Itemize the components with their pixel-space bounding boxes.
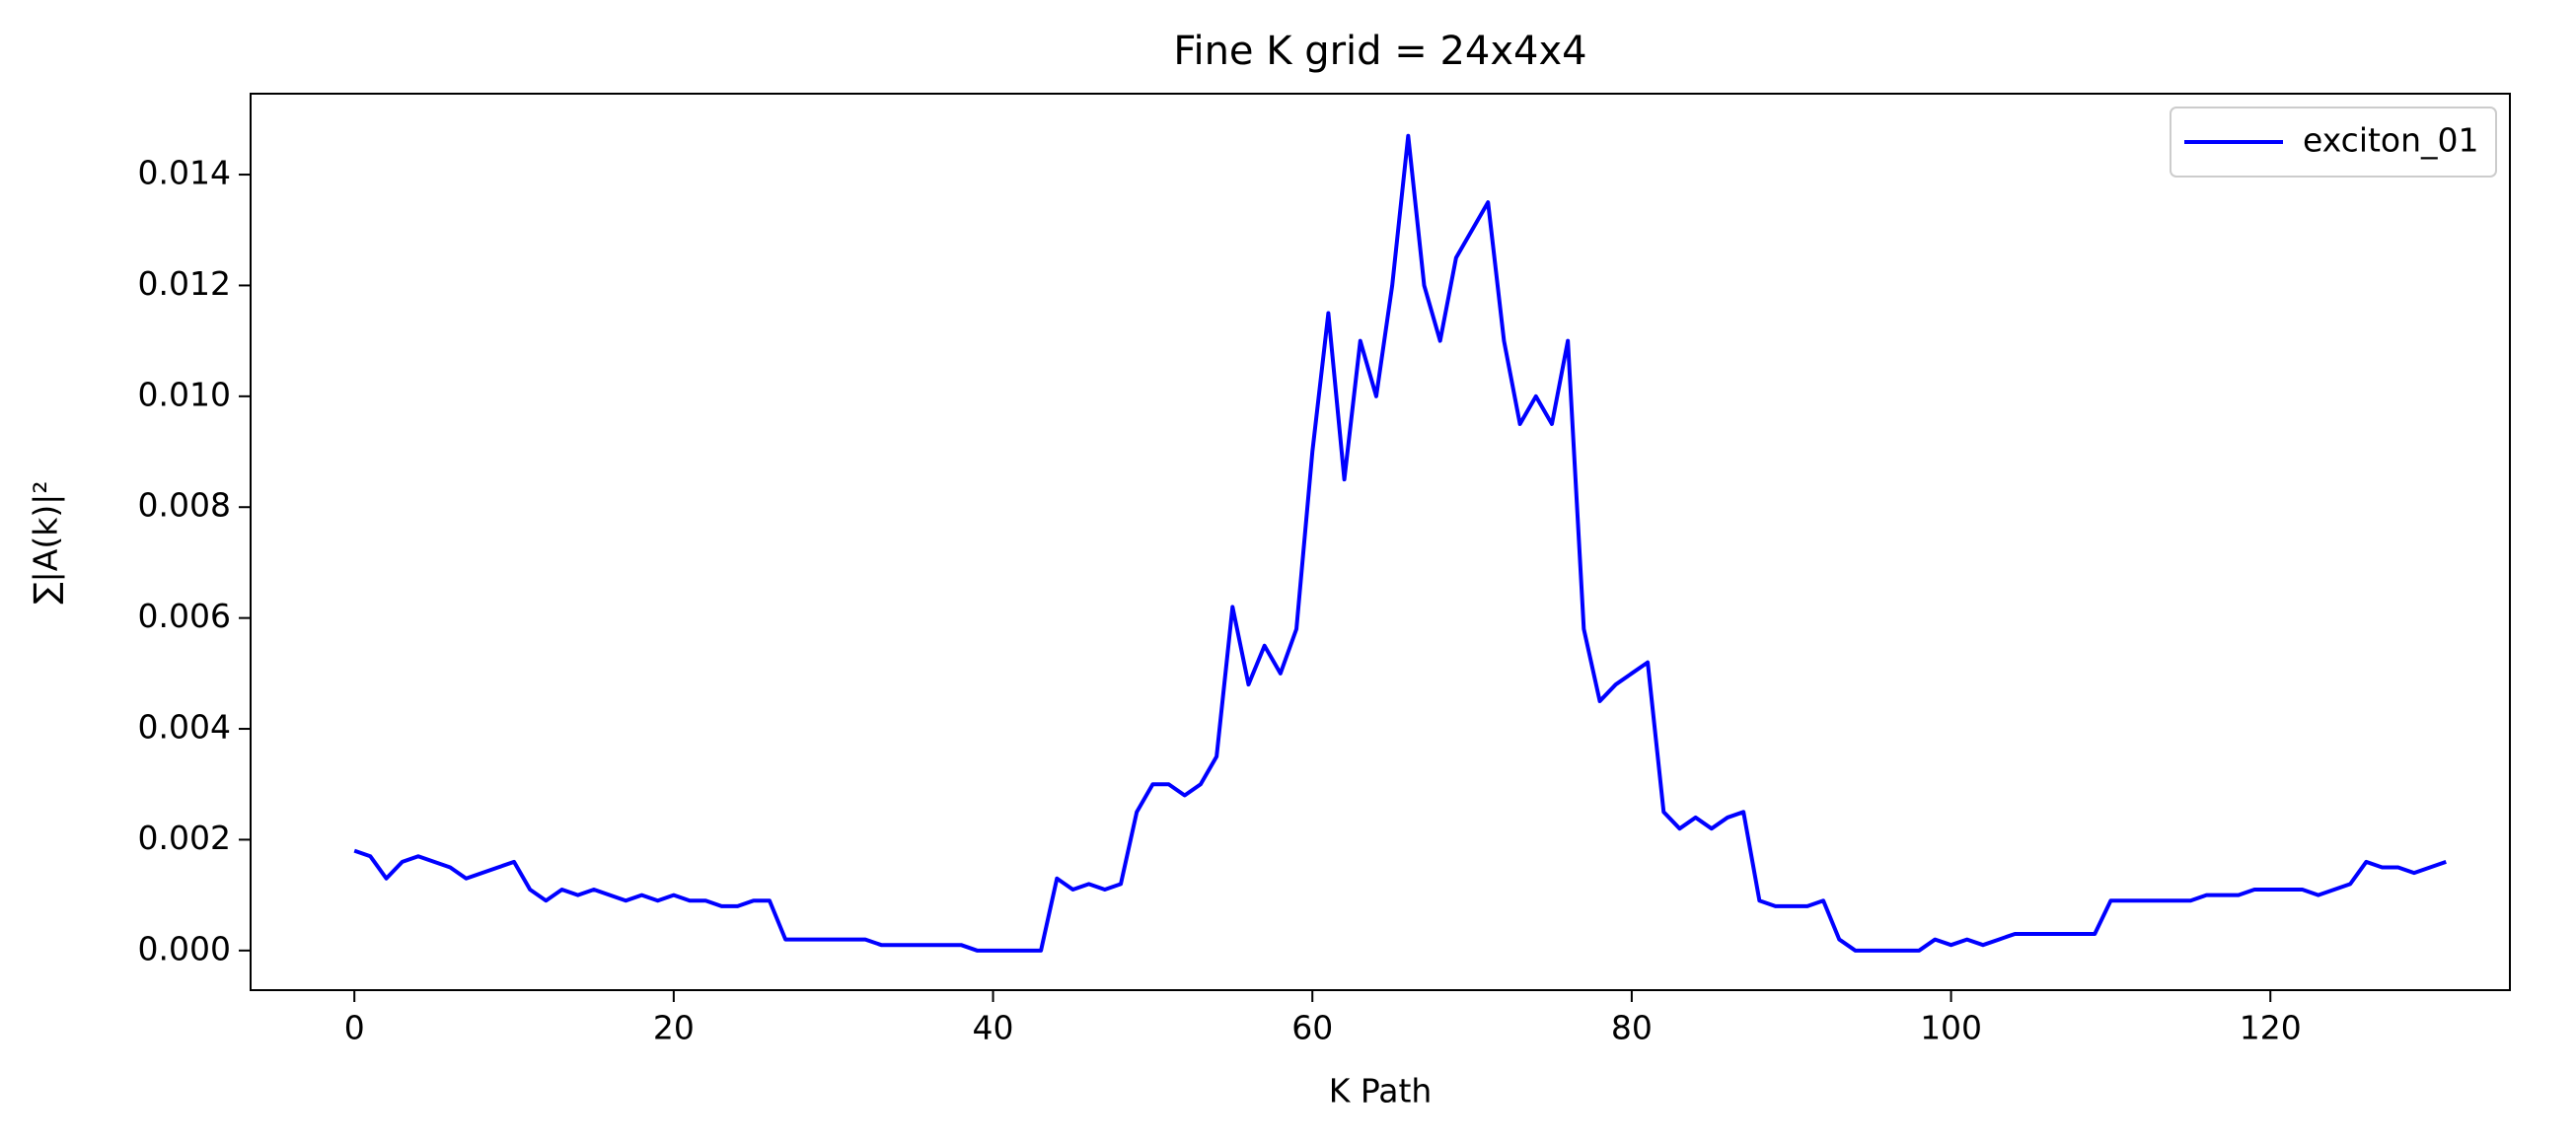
y-tick-label: 0.002: [138, 819, 231, 857]
chart-title: Fine K grid = 24x4x4: [1173, 29, 1586, 74]
x-tick-label: 20: [653, 1009, 695, 1047]
y-tick-label: 0.006: [138, 597, 231, 635]
y-tick-label: 0.014: [138, 154, 231, 192]
x-tick-label: 0: [344, 1009, 365, 1047]
x-tick-label: 120: [2240, 1009, 2302, 1047]
data-line: [353, 133, 2447, 953]
x-tick-label: 100: [1920, 1009, 1982, 1047]
legend-label: exciton_01: [2303, 121, 2479, 160]
x-tick-label: 80: [1611, 1009, 1653, 1047]
x-axis-label: K Path: [1329, 1072, 1433, 1110]
y-tick-label: 0.008: [138, 486, 231, 525]
y-tick-label: 0.010: [138, 375, 231, 413]
y-tick-label: 0.012: [138, 264, 231, 303]
y-axis-label: ∑|A(k)|²: [27, 480, 65, 604]
x-tick-label: 40: [973, 1009, 1014, 1047]
x-tick-label: 60: [1291, 1009, 1333, 1047]
y-tick-label: 0.004: [138, 708, 231, 747]
y-tick-label: 0.000: [138, 929, 231, 967]
plot-frame: [250, 93, 2511, 991]
legend-box: [2170, 107, 2497, 178]
